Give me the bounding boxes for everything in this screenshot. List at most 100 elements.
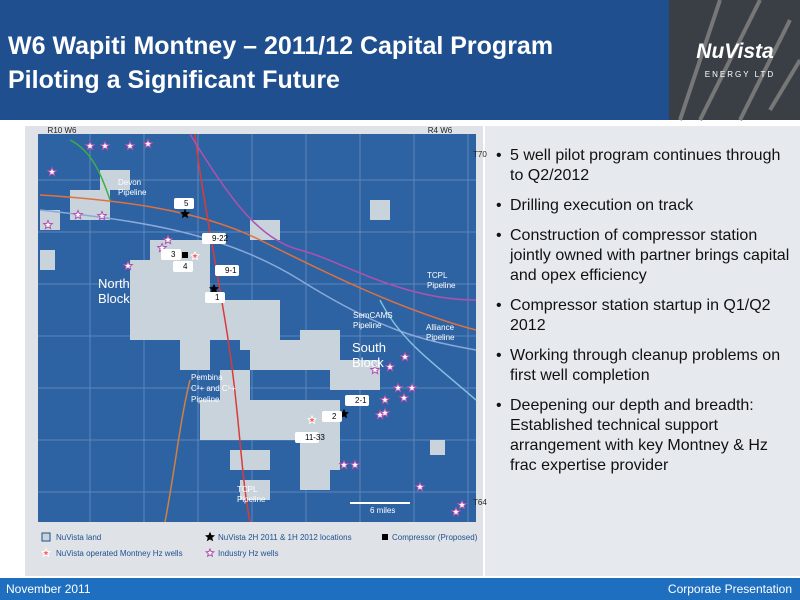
star xyxy=(379,407,391,418)
header-bar xyxy=(0,0,800,120)
footer-name: Corporate Presentation xyxy=(667,582,792,596)
well-label: 3 xyxy=(171,250,176,259)
map-label: 6 miles xyxy=(370,506,395,515)
star xyxy=(205,547,215,558)
map-label: Pipeline xyxy=(191,395,220,404)
well-label: 11-33 xyxy=(305,433,325,442)
star xyxy=(338,459,350,470)
well-tag xyxy=(173,261,193,272)
bullet: Construction of compressor station joint… xyxy=(494,226,794,286)
star xyxy=(349,459,361,470)
legend: NuVista land NuVista 2H 2011 & 1H 2012 lo… xyxy=(41,531,478,558)
legend-label: NuVista 2H 2011 & 1H 2012 locations xyxy=(218,533,352,542)
bullet: 5 well pilot program continues through t… xyxy=(494,146,794,186)
legend-swatch xyxy=(41,532,51,542)
map-label: Pipeline xyxy=(118,188,147,197)
well-tag xyxy=(345,395,369,406)
title-line: Piloting a Significant Future xyxy=(8,66,340,94)
star xyxy=(307,414,317,425)
map-label: R4 W6 xyxy=(428,126,453,135)
legend-label: Industry Hz wells xyxy=(218,549,278,558)
star xyxy=(406,382,418,393)
star xyxy=(209,283,219,294)
map-label: R10 W6 xyxy=(48,126,77,135)
map-label: Pipeline xyxy=(427,281,456,290)
well-label: 9-22 xyxy=(212,234,229,243)
star xyxy=(398,392,410,403)
map-label: Pipeline xyxy=(353,321,382,330)
star xyxy=(379,394,391,405)
map-label: Devon xyxy=(118,178,141,187)
well-label: 2-1 xyxy=(355,396,367,405)
star xyxy=(180,208,190,219)
title-line: W6 Wapiti Montney – 2011/12 Capital Prog… xyxy=(8,32,554,60)
star xyxy=(84,140,96,151)
footer-date: November 2011 xyxy=(6,582,91,596)
bullet: Compressor station startup in Q1/Q2 2012 xyxy=(494,296,794,336)
map-label: SemCAMS xyxy=(353,311,393,320)
well-tag xyxy=(174,198,194,209)
well-label: 1 xyxy=(215,293,220,302)
block-label: Block xyxy=(98,291,130,306)
star xyxy=(99,140,111,151)
well-label: 2 xyxy=(332,412,337,421)
bullet-list: 5 well pilot program continues through t… xyxy=(494,146,794,486)
star xyxy=(369,364,381,375)
star xyxy=(72,209,84,220)
star xyxy=(142,138,154,149)
legend-label: NuVista operated Montney Hz wells xyxy=(56,549,183,558)
pipelines xyxy=(39,133,477,523)
well-tag xyxy=(202,233,226,244)
map-label: C²+ and C⁵+ xyxy=(191,384,236,393)
map-label: T70 xyxy=(473,150,487,159)
well-tag xyxy=(295,432,319,443)
well-tag xyxy=(205,292,225,303)
bullet: Drilling execution on track xyxy=(494,196,794,216)
map-labels: R10 W6 R4 W6T70T64DevonPipelineNorthBlock… xyxy=(48,126,488,515)
star xyxy=(42,219,54,230)
map-label: TCPL xyxy=(237,485,258,494)
star xyxy=(205,531,215,542)
star xyxy=(41,547,51,558)
map-label: Pembina xyxy=(191,373,223,382)
bullet: Deepening our depth and breadth: Establi… xyxy=(494,396,794,476)
well-label: 5 xyxy=(184,199,189,208)
industry-wells xyxy=(42,138,468,517)
legend-label: Compressor (Proposed) xyxy=(392,533,478,542)
footer-bar xyxy=(0,578,800,600)
well-tag xyxy=(161,249,181,260)
star xyxy=(46,166,58,177)
bullet: Working through cleanup problems on firs… xyxy=(494,346,794,386)
block-label: North xyxy=(98,276,130,291)
map-label: Pipeline xyxy=(426,333,455,342)
well-label: 9-1 xyxy=(225,266,237,275)
star xyxy=(399,351,411,362)
map-label: Alliance xyxy=(426,323,455,332)
compressor xyxy=(182,252,188,258)
legend-label: NuVista land xyxy=(56,533,101,542)
logo-tagline: ENERGY LTD xyxy=(705,70,775,79)
star xyxy=(414,481,426,492)
star xyxy=(96,210,108,221)
map-label: T64 xyxy=(473,498,487,507)
star xyxy=(162,234,174,245)
block-label: Block xyxy=(352,355,384,370)
map-label: Pipeline xyxy=(237,495,266,504)
header-strip xyxy=(0,120,800,126)
well-tag xyxy=(215,265,239,276)
star xyxy=(190,250,200,261)
star xyxy=(450,506,462,517)
star xyxy=(456,499,468,510)
nuvista-land xyxy=(40,170,445,500)
legend-swatch xyxy=(382,534,388,540)
logo-decor xyxy=(678,0,800,121)
block-label: South xyxy=(352,340,386,355)
star xyxy=(384,361,396,372)
logo-name: NuVista xyxy=(696,40,774,63)
well-label: 4 xyxy=(183,262,188,271)
star xyxy=(124,140,136,151)
star xyxy=(392,382,404,393)
well-tag xyxy=(322,411,342,422)
map-label: TCPL xyxy=(427,271,448,280)
